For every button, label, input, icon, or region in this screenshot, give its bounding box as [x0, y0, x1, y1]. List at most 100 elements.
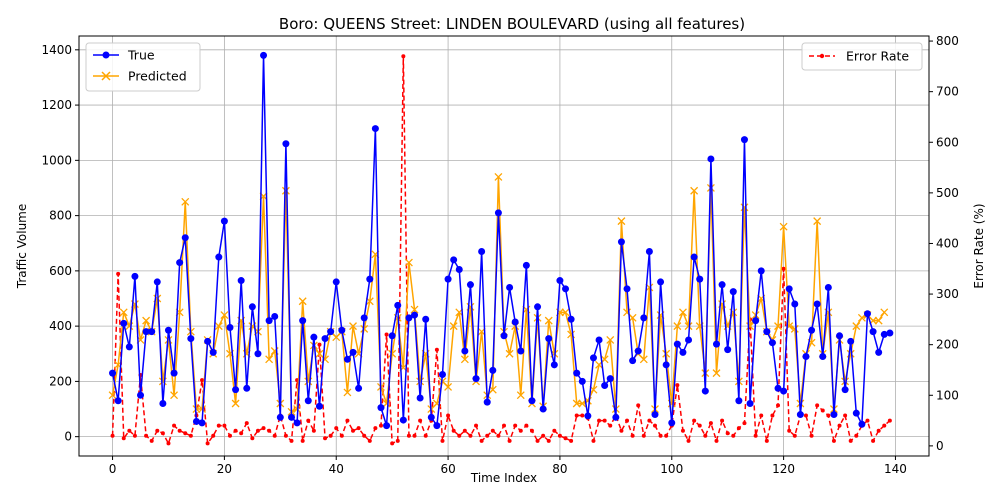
point-true — [142, 328, 150, 336]
point-error-rate — [636, 403, 641, 408]
point-true — [791, 300, 799, 308]
point-error-rate — [725, 431, 730, 436]
point-error-rate — [446, 413, 451, 418]
point-true — [556, 277, 564, 285]
point-true — [841, 386, 849, 394]
point-true — [483, 398, 491, 406]
point-true — [740, 136, 748, 144]
point-predicted — [231, 399, 240, 408]
point-error-rate — [406, 433, 411, 438]
point-error-rate — [155, 428, 160, 433]
point-error-rate — [110, 433, 115, 438]
point-error-rate — [311, 428, 316, 433]
point-error-rate — [552, 428, 557, 433]
point-error-rate — [625, 418, 630, 423]
x-tick-label: 140 — [884, 462, 907, 476]
point-true — [332, 278, 340, 286]
point-true — [321, 335, 329, 343]
point-error-rate — [255, 428, 260, 433]
point-error-rate — [390, 441, 395, 446]
point-error-rate — [227, 433, 232, 438]
point-predicted — [572, 399, 581, 408]
point-error-rate — [116, 271, 121, 276]
legend-true-label: True — [127, 48, 155, 63]
point-error-rate — [306, 418, 311, 423]
point-true — [383, 422, 391, 430]
point-error-rate — [803, 413, 808, 418]
point-error-rate — [664, 433, 669, 438]
point-error-rate — [401, 54, 406, 59]
point-error-rate — [283, 433, 288, 438]
point-true — [114, 397, 122, 405]
y-tick-label: 400 — [49, 319, 72, 333]
point-true — [858, 420, 866, 428]
point-error-rate — [378, 423, 383, 428]
x-tick-label: 0 — [109, 462, 117, 476]
point-error-rate — [652, 423, 657, 428]
point-true — [522, 261, 530, 269]
point-predicted — [449, 322, 458, 331]
point-error-rate — [479, 438, 484, 443]
point-true — [444, 275, 452, 283]
point-true — [394, 301, 402, 309]
point-error-rate — [692, 418, 697, 423]
y-tick-label: 1200 — [41, 98, 72, 112]
point-error-rate — [742, 421, 747, 426]
point-predicted — [852, 322, 861, 331]
point-predicted — [460, 355, 469, 364]
point-true — [662, 361, 670, 369]
point-true — [450, 256, 458, 264]
point-error-rate — [457, 433, 462, 438]
point-error-rate — [144, 433, 149, 438]
point-true — [288, 413, 295, 421]
point-true — [701, 387, 709, 395]
point-predicted — [561, 308, 570, 317]
point-error-rate — [887, 418, 892, 423]
point-true — [164, 326, 172, 334]
point-error-rate — [127, 428, 132, 433]
point-error-rate — [434, 347, 439, 352]
point-error-rate — [708, 421, 713, 426]
legend-left: True Predicted — [85, 42, 201, 92]
point-true — [422, 315, 430, 323]
point-true — [517, 347, 525, 355]
point-error-rate — [211, 433, 216, 438]
point-predicted — [494, 172, 503, 181]
point-predicted — [578, 399, 587, 408]
point-true — [109, 369, 117, 377]
point-error-rate — [334, 426, 339, 431]
x-axis-label: Time Index — [470, 471, 537, 485]
point-predicted — [343, 388, 352, 397]
x-tick-label: 80 — [552, 462, 567, 476]
point-true — [724, 346, 732, 354]
point-error-rate — [323, 436, 328, 441]
point-error-rate — [289, 438, 294, 443]
point-predicted — [349, 322, 357, 331]
point-predicted — [142, 316, 151, 325]
point-true — [819, 353, 827, 361]
point-true — [875, 348, 883, 356]
point-true — [187, 335, 195, 343]
point-error-rate — [686, 438, 691, 443]
point-error-rate — [423, 433, 428, 438]
y2-tick-label: 300 — [936, 287, 959, 301]
point-true — [349, 348, 357, 356]
point-predicted — [382, 399, 391, 408]
point-true — [506, 283, 514, 291]
point-error-rate — [261, 426, 266, 431]
point-true — [304, 397, 312, 405]
y2-tick-label: 600 — [936, 135, 959, 149]
y-tick-label: 200 — [49, 374, 72, 388]
point-true — [645, 248, 653, 256]
point-true — [399, 416, 407, 424]
point-predicted — [293, 405, 302, 413]
point-predicted — [220, 311, 229, 320]
point-error-rate — [513, 423, 518, 428]
point-true — [578, 377, 586, 385]
point-predicted — [774, 322, 782, 331]
point-error-rate — [496, 433, 501, 438]
y2-tick-label: 400 — [936, 236, 959, 250]
point-error-rate — [188, 433, 193, 438]
point-true — [209, 348, 217, 356]
point-true — [696, 275, 704, 283]
